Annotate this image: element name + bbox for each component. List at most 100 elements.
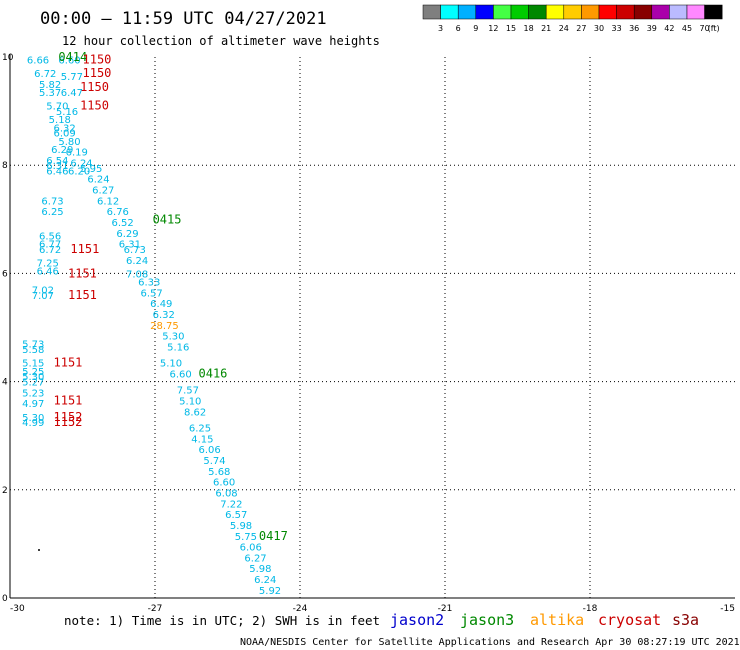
data-point-label: 6.54 — [46, 156, 68, 167]
data-point-label: 6.31 — [46, 161, 68, 172]
data-point-label: 7.07 — [32, 291, 54, 302]
data-point-label: 6.46 — [37, 267, 59, 278]
data-point-label: 5.16 — [56, 107, 78, 118]
data-point-label: 6.72 — [39, 245, 61, 256]
data-point-label: 8.62 — [184, 407, 206, 418]
pass-time-label: 1151 — [54, 394, 83, 408]
x-tick-label: -15 — [720, 604, 735, 614]
colorbar-swatch — [457, 4, 477, 20]
data-point-label: 6.57 — [141, 288, 163, 299]
y-tick-label: 2 — [2, 486, 8, 496]
pass-time-label: 1150 — [83, 66, 112, 80]
pass-time-label: 0414 — [58, 50, 87, 64]
data-point-label: 6.66 — [27, 56, 49, 67]
data-point-label: 5.58 — [22, 345, 44, 356]
grid-lines — [10, 57, 735, 598]
colorbar-label: 30 — [594, 24, 604, 33]
colorbar-swatch — [563, 4, 582, 20]
data-point-label: 6.06 — [199, 445, 221, 456]
data-point-label: 5.37 — [39, 88, 61, 99]
colorbar-swatch — [616, 4, 635, 20]
data-point-label: 6.73 — [124, 245, 146, 256]
x-tick-label: -24 — [293, 604, 308, 614]
colorbar-label: 9 — [473, 24, 478, 33]
data-point-label: 5.23 — [22, 388, 44, 399]
data-point-label: 6.56 — [39, 232, 61, 243]
data-point-label: 6.24 — [70, 158, 92, 169]
y-tick-label: 6 — [2, 269, 8, 279]
data-point-label: 6.57 — [225, 510, 247, 521]
colorbar: 3 6 9 12 15 18 21 24 27 30 33 36 39 42 45 70(ft) — [422, 4, 723, 33]
data-point-label: 6.60 — [213, 478, 235, 489]
data-point-label: 6.33 — [138, 278, 160, 289]
data-point-label: 6.77 — [39, 240, 61, 251]
data-point-label: 6.29 — [51, 145, 73, 156]
x-tick-label: -21 — [438, 604, 453, 614]
data-point-label: 7.08 — [126, 269, 148, 280]
colorbar-swatch — [475, 4, 494, 20]
data-point-label: 7.57 — [177, 386, 199, 397]
colorbar-swatch — [440, 4, 459, 20]
data-point-label: 6.73 — [41, 196, 63, 207]
data-point-label: 5.68 — [208, 467, 230, 478]
data-point-label: 6.49 — [150, 299, 172, 310]
data-point-label: 4.99 — [22, 418, 44, 429]
satellite-legend-altika: altika — [530, 611, 584, 629]
pass-time-label: 1150 — [80, 80, 109, 94]
pass-time-label: 0416 — [199, 366, 228, 380]
data-point-label: 5.10 — [179, 397, 201, 408]
pass-time-label: 1152 — [54, 410, 83, 424]
pass-time-label: 1150 — [83, 53, 112, 67]
data-point-label: 6.06 — [240, 543, 262, 554]
chart-subtitle: 12 hour collection of altimeter wave hei… — [62, 34, 380, 48]
data-point-label: 5.30 — [22, 413, 44, 424]
data-point-label: 6.25 — [41, 207, 63, 218]
data-point-label: 6.27 — [244, 553, 266, 564]
data-point-label: 5.77 — [61, 72, 83, 83]
data-point-label: 5.70 — [46, 102, 68, 113]
data-point-label: 4.15 — [191, 434, 213, 445]
y-tick-label: 10 — [2, 53, 14, 63]
data-point-label: 6.32 — [54, 123, 76, 134]
data-point-label: 5.10 — [160, 359, 182, 370]
data-point-label: 5.25 — [22, 367, 44, 378]
colorbar-label: 39 — [647, 24, 657, 33]
data-point-label: 5.15 — [22, 359, 44, 370]
coast-dot — [38, 549, 40, 551]
data-point-label: 7.02 — [32, 286, 54, 297]
colorbar-unit: (ft) — [708, 24, 720, 33]
data-point-label: 6.24 — [87, 175, 109, 186]
data-point-label: 6.08 — [215, 489, 237, 500]
colorbar-swatch — [422, 4, 441, 20]
data-point-label: 5.30 — [22, 372, 44, 383]
satellite-legend-jason2: jason2 — [390, 611, 444, 629]
colorbar-swatch — [510, 4, 529, 20]
pass-labels: 0414115011501150115004151151115111511151… — [54, 50, 288, 543]
data-points: 6.66 6.606.72 5.775.825.37 6.475.705.165.18… — [22, 56, 281, 597]
data-point-label: 5.18 — [49, 115, 71, 126]
x-tick-label: -18 — [583, 604, 598, 614]
colorbar-label: 12 — [488, 24, 498, 33]
data-point-label: 5.16 — [167, 342, 189, 353]
colorbar-label: 70 — [700, 24, 710, 33]
data-point-label: 5.80 — [58, 137, 80, 148]
pass-time-label: 1151 — [54, 356, 83, 370]
data-point-label: 28.75 — [150, 321, 179, 332]
data-point-label: 5.30 — [162, 332, 184, 343]
data-point-label: 6.24 — [254, 575, 276, 586]
data-point-label: 5.82 — [39, 80, 61, 91]
data-point-label: 5.27 — [22, 378, 44, 389]
data-point-label: 6.09 — [54, 129, 76, 140]
pass-time-label: 0417 — [259, 529, 288, 543]
data-point-label: 6.19 — [66, 148, 88, 159]
data-point-label: 5.75 — [235, 532, 257, 543]
data-point-label: 4.97 — [22, 399, 44, 410]
colorbar-label: 18 — [524, 24, 534, 33]
colorbar-swatch — [493, 4, 512, 20]
data-point-label: 5.98 — [230, 521, 252, 532]
y-tick-label: 8 — [2, 161, 8, 171]
colorbar-swatch — [581, 4, 600, 20]
y-tick-label: 0 — [2, 594, 8, 604]
pass-time-label: 1152 — [54, 415, 83, 429]
satellite-legend-s3a: s3a — [672, 611, 699, 629]
